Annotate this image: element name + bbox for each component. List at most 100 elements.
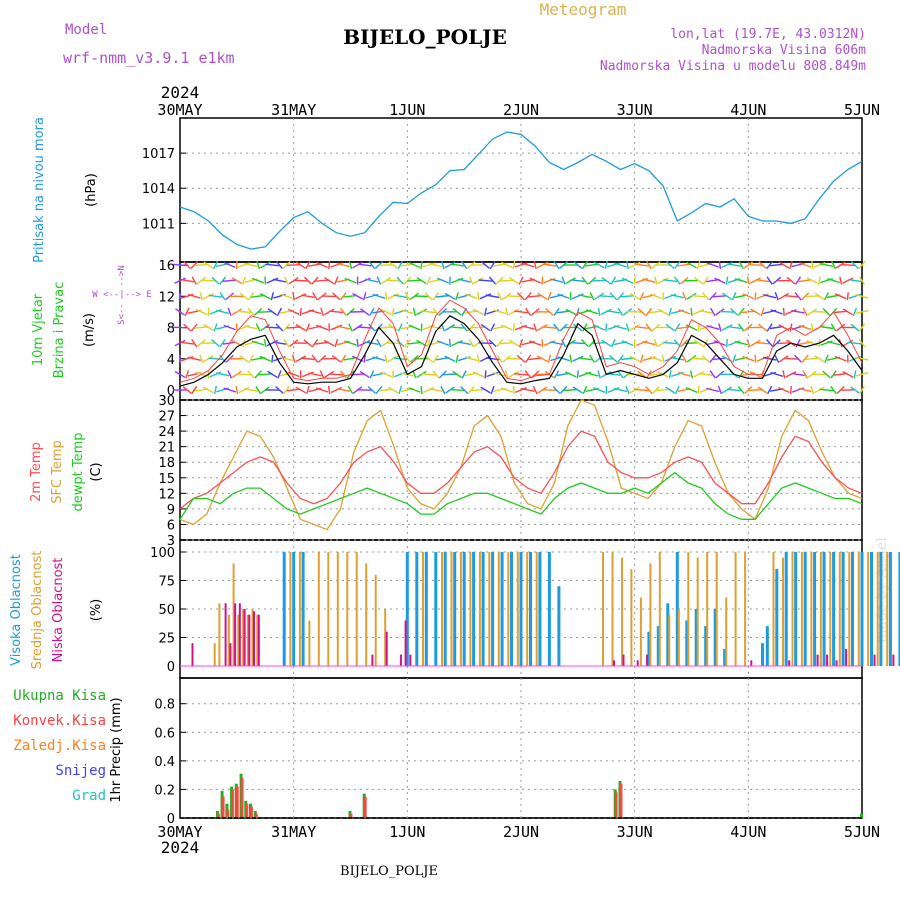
wind-barb	[374, 261, 384, 269]
wind-barb	[663, 341, 678, 345]
wind-barb	[500, 387, 513, 393]
cloud-mid-bar	[516, 552, 519, 666]
wind-barb	[609, 292, 618, 301]
cloud-high-bar	[481, 552, 485, 666]
wind-barb	[585, 372, 599, 377]
wind-barb	[199, 292, 203, 301]
wind-speed-line	[179, 315, 863, 387]
wind-barb	[441, 260, 445, 270]
wind-barb	[537, 292, 548, 300]
cloud-high-bar	[713, 609, 717, 666]
wind-barb	[396, 339, 405, 348]
wind-barb	[858, 323, 866, 332]
wind-barb	[359, 370, 370, 378]
wind-barb	[410, 354, 419, 363]
cloud-mid-bar	[611, 552, 614, 666]
wind-barb	[211, 276, 220, 285]
wind-barb	[464, 356, 478, 362]
wind-barb	[702, 276, 709, 285]
wind-barb	[557, 356, 570, 362]
wind-barb	[802, 370, 809, 379]
wind-barb	[352, 261, 363, 269]
wind-barb	[460, 323, 468, 332]
wind-barb	[842, 370, 854, 378]
y-tick-label: 0.4	[154, 755, 175, 770]
wind-barb	[258, 373, 273, 376]
precip-conv-bar	[363, 796, 367, 818]
wind-barb	[265, 326, 280, 329]
wind-barb	[670, 356, 685, 361]
wind-barb	[582, 323, 588, 332]
wind-barb	[731, 292, 737, 301]
wind-barb	[323, 339, 335, 347]
wind-barb	[340, 292, 347, 301]
wind-barb	[786, 276, 796, 285]
wind-barb	[709, 370, 716, 379]
cloud-high-bar	[775, 569, 779, 666]
wind-barb	[404, 354, 411, 363]
wind-barb	[408, 324, 421, 331]
cloud-high-bar	[491, 552, 495, 666]
wind-barb	[810, 323, 814, 332]
wind-barb	[594, 292, 605, 300]
wind-barb	[626, 260, 629, 270]
wind-barb	[553, 260, 560, 270]
cloud-high-bar	[879, 552, 883, 666]
cloud-low-bar	[224, 603, 227, 666]
wind-barb	[571, 293, 584, 300]
wind-barb	[617, 370, 624, 379]
wind-barb	[559, 261, 569, 269]
wind-barb	[613, 325, 627, 330]
wind-barb	[187, 356, 201, 361]
cloud-high-bar	[765, 626, 769, 666]
wind-barb	[859, 385, 865, 395]
wind-barb	[267, 308, 278, 316]
wind-barb	[365, 278, 379, 283]
wind-barb	[559, 385, 568, 395]
cloud-mid-bar	[246, 614, 249, 666]
wind-barb	[717, 385, 723, 395]
wind-barb	[738, 323, 745, 332]
wind-barb	[605, 323, 608, 332]
wind-barb	[247, 370, 255, 379]
wind-barb	[628, 261, 641, 269]
precip-legend-frz: Zaledj.Kisa	[13, 738, 106, 754]
wind-barb	[766, 323, 773, 332]
wind-barb	[387, 355, 399, 363]
wind-barb	[259, 355, 272, 362]
wind-barb	[807, 308, 818, 316]
wind-barb	[801, 292, 810, 301]
cloud-mid-bar	[317, 552, 320, 666]
wind-barb	[657, 277, 669, 285]
wind-barb	[282, 261, 291, 269]
wind-barb	[696, 260, 701, 270]
wind-barb	[357, 263, 372, 267]
precip-conv-bar	[614, 792, 618, 818]
wind-barb	[737, 385, 745, 395]
wind-barb	[674, 385, 680, 395]
wind-barb	[248, 354, 254, 363]
wind-barb	[674, 276, 681, 285]
wind-barb	[223, 387, 237, 393]
wind-barb	[381, 339, 391, 347]
wind-barb	[512, 260, 516, 270]
wind-barb	[471, 388, 486, 392]
meteogram-label: Meteogram	[540, 0, 627, 19]
wind-barb	[428, 388, 443, 392]
wind-barb	[642, 341, 656, 346]
wind-barb	[219, 339, 226, 348]
wind-barb	[581, 276, 589, 285]
wind-barb	[480, 386, 491, 394]
wind-barb	[680, 276, 689, 285]
wind-barb	[565, 277, 576, 285]
wind-barb	[693, 371, 705, 378]
temp-2m-line	[179, 430, 863, 510]
wind-barb	[698, 310, 713, 314]
cloud-mid-bar	[237, 614, 240, 666]
wind-barb	[645, 307, 653, 317]
wind-barb	[714, 277, 726, 284]
precip-conv-bar	[226, 809, 230, 818]
wind-barb	[236, 373, 251, 376]
wind-barb	[601, 276, 612, 285]
wind-barb	[277, 370, 282, 379]
